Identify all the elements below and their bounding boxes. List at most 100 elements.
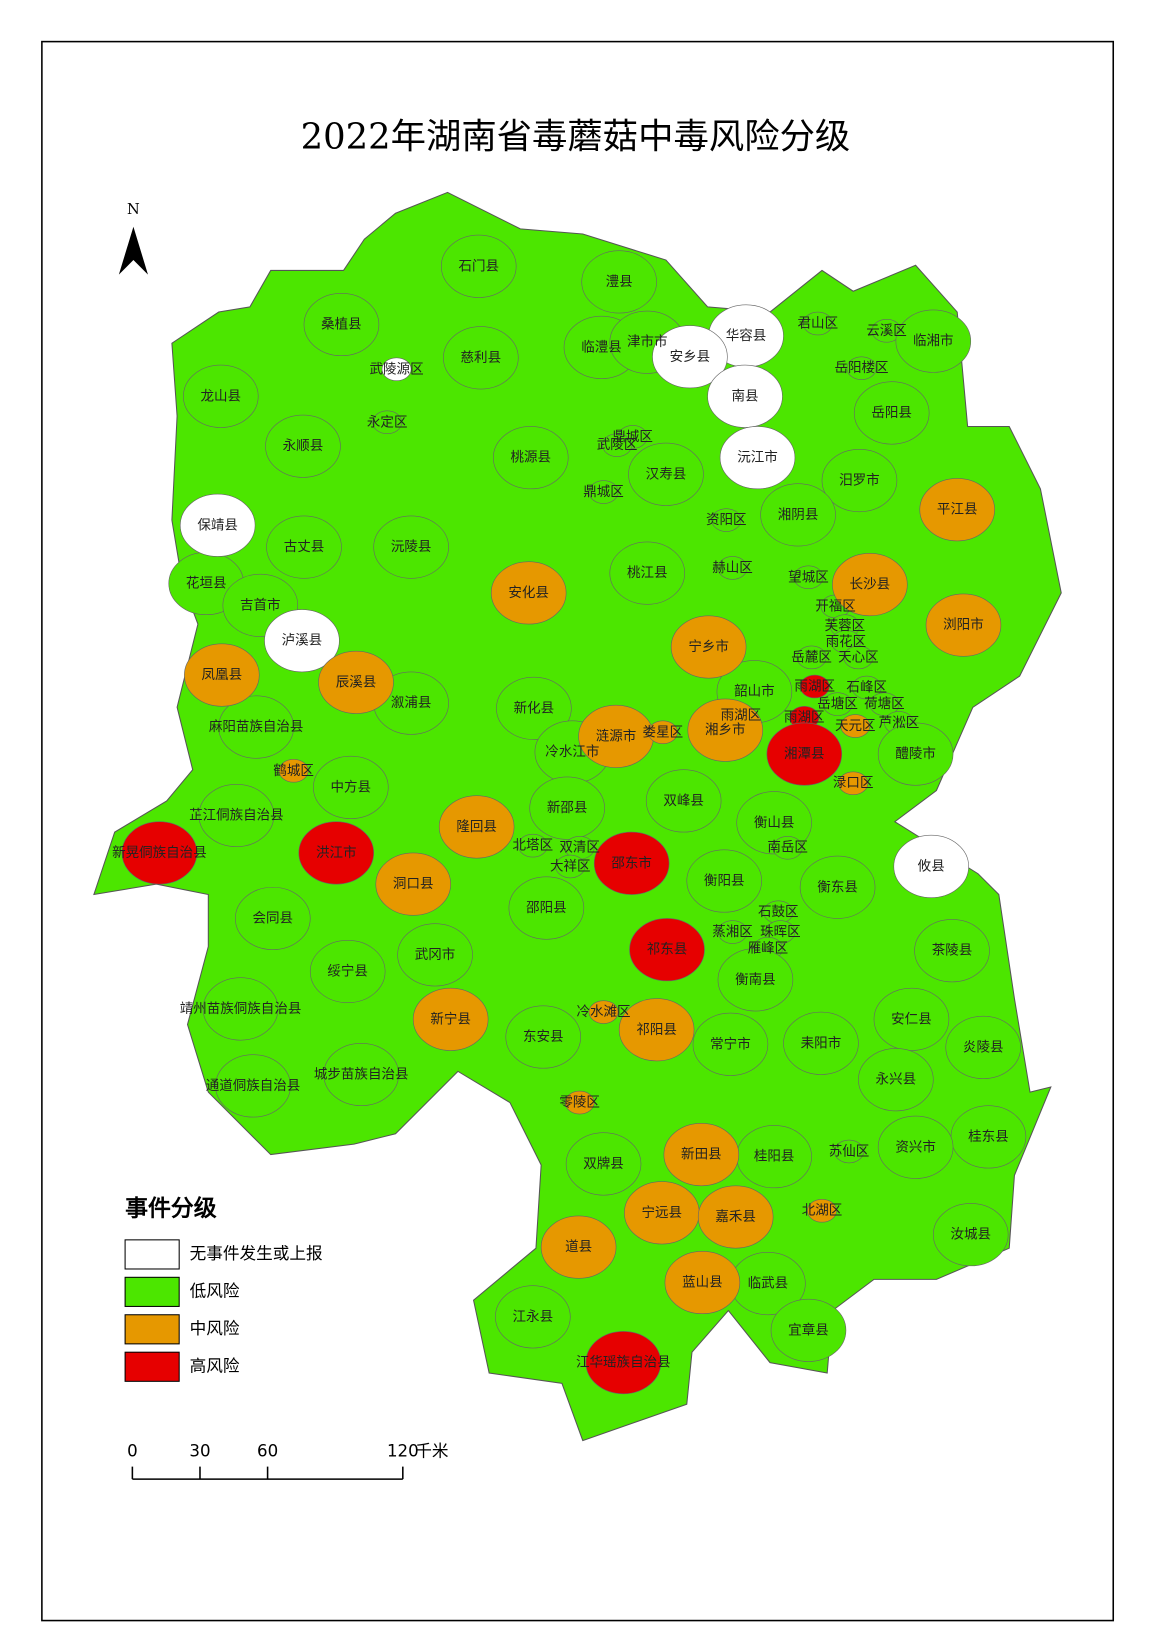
region-label: 江华瑶族自治县 xyxy=(576,1355,671,1371)
region-area xyxy=(670,615,747,679)
region-area xyxy=(564,1090,595,1115)
region-label: 会同县 xyxy=(253,910,294,926)
region-label: 桃源县 xyxy=(510,450,551,466)
region-label: 珠晖区 xyxy=(760,924,801,940)
region-label: 武冈市 xyxy=(415,946,456,963)
region-label: 娄星区 xyxy=(643,724,684,740)
region-area xyxy=(711,508,742,532)
region-label: 宁乡市 xyxy=(688,638,729,655)
region-area xyxy=(609,541,686,605)
region-label: 衡东县 xyxy=(817,879,858,895)
region-area xyxy=(215,1054,291,1118)
region-label: 冷水滩区 xyxy=(577,1004,631,1020)
region-label: 华容县 xyxy=(726,327,767,344)
region-label: 城步苗族自治县 xyxy=(314,1066,409,1082)
region-label: 常宁市 xyxy=(710,1035,751,1052)
region-label: 洪江市 xyxy=(316,844,357,861)
region-area xyxy=(303,293,380,357)
region-label: 临澧县 xyxy=(581,339,622,355)
region-label: 安乡县 xyxy=(670,349,711,365)
region-label: 雨花区 xyxy=(826,634,867,650)
region-area xyxy=(770,1298,847,1362)
region-label: 大祥区 xyxy=(550,858,591,874)
region-label: 炎陵县 xyxy=(963,1039,1004,1055)
region-area xyxy=(834,1139,864,1164)
region-label: 岳阳县 xyxy=(871,405,912,421)
region-area xyxy=(375,852,451,916)
region-area xyxy=(440,234,517,298)
region-label: 浏阳市 xyxy=(943,616,984,633)
region-label: 云溪区 xyxy=(866,323,907,339)
region-label: 桑植县 xyxy=(321,317,362,333)
region-label: 望城区 xyxy=(788,569,829,585)
region-area xyxy=(877,1115,954,1179)
region-area xyxy=(945,1015,1021,1079)
region-area xyxy=(796,645,827,670)
region-area xyxy=(760,483,836,547)
region-area xyxy=(893,834,969,898)
region-area xyxy=(618,998,695,1062)
region-area xyxy=(802,311,833,336)
region-area xyxy=(766,722,843,786)
region-area xyxy=(588,480,619,504)
region-label: 天心区 xyxy=(838,649,879,665)
region-label: 双峰县 xyxy=(663,793,704,809)
region-label: 邵东市 xyxy=(611,854,652,871)
region-area xyxy=(851,675,882,700)
region-label: 溆浦县 xyxy=(391,695,432,711)
region-label: 君山区 xyxy=(798,315,839,331)
region-area xyxy=(919,478,995,542)
region-area xyxy=(707,364,783,428)
region-label: 武陵区 xyxy=(597,437,638,453)
region-label: 龙山县 xyxy=(201,388,242,404)
region-label: 武陵源区 xyxy=(370,361,424,377)
region-area xyxy=(719,426,796,490)
region-area xyxy=(585,1331,662,1395)
region-label: 泸溪县 xyxy=(282,633,323,649)
region-area xyxy=(529,776,605,840)
region-label: 祁阳县 xyxy=(636,1022,677,1038)
region-label: 新邵县 xyxy=(547,800,588,816)
region-label: 双牌县 xyxy=(583,1155,624,1172)
region-label: 东安县 xyxy=(523,1029,564,1045)
legend-title: 事件分级 xyxy=(125,1195,217,1222)
region-label: 茶陵县 xyxy=(932,943,973,959)
region-label: 道县 xyxy=(565,1239,592,1255)
region-area xyxy=(925,593,1002,657)
region-label: 攸县 xyxy=(918,858,945,874)
region-label: 安仁县 xyxy=(891,1011,932,1027)
legend-swatch xyxy=(124,1314,180,1345)
region-area xyxy=(697,1185,774,1249)
region-label: 沅江市 xyxy=(737,449,778,466)
region-area xyxy=(438,795,515,859)
region-label: 慈利县 xyxy=(461,350,502,366)
region-label: 双清区 xyxy=(559,840,600,856)
region-area xyxy=(840,714,871,738)
region-label: 芙蓉区 xyxy=(825,617,866,634)
region-label: 资兴市 xyxy=(895,1138,936,1155)
region-area xyxy=(235,886,311,950)
scale-unit: 千米 xyxy=(415,1442,449,1461)
region-label: 开福区 xyxy=(815,598,856,614)
region-area xyxy=(397,923,473,987)
region-area xyxy=(266,515,342,579)
region-area xyxy=(772,835,803,860)
region-area xyxy=(895,309,972,373)
region-label: 岳塘区 xyxy=(817,696,858,712)
region-label: 新宁县 xyxy=(430,1010,471,1027)
region-label: 石门县 xyxy=(458,258,499,274)
region-area xyxy=(198,783,275,847)
region-label: 南县 xyxy=(732,388,759,404)
region-label: 蓝山县 xyxy=(682,1275,723,1291)
region-area xyxy=(647,720,678,745)
region-label: 桂东县 xyxy=(968,1129,1009,1145)
region-area xyxy=(323,1042,399,1106)
region-label: 古丈县 xyxy=(284,539,325,555)
scale-tick-label: 30 xyxy=(189,1442,210,1461)
region-area xyxy=(807,1198,837,1223)
region-area xyxy=(652,325,728,389)
region-area xyxy=(588,1000,619,1024)
region-label: 冷水江市 xyxy=(545,743,599,760)
